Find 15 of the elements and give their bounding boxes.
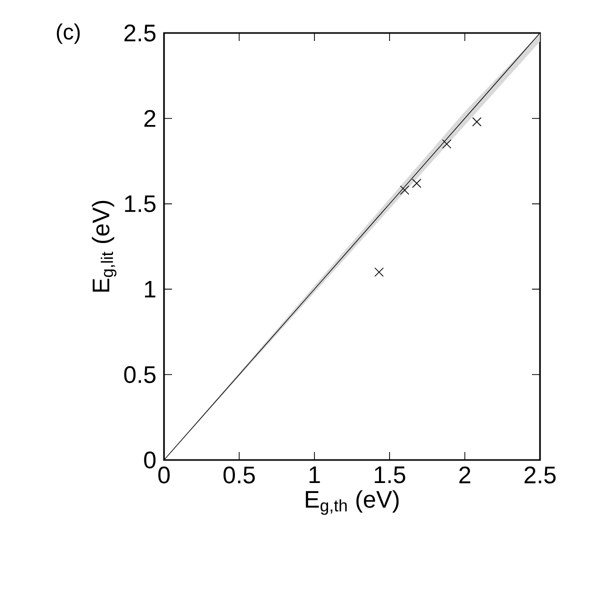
y-axis-title: E$_{g,lit}$ (eV): [92, 200, 116, 292]
x-axis-title: E$_{g,th}$ (eV): [306, 490, 399, 515]
x-tick-label: 1: [310, 466, 320, 483]
y-tick-label: 0: [144, 452, 156, 468]
x-tick-label: 2: [459, 466, 470, 484]
x-tick-label: 0: [158, 466, 170, 484]
x-tick-label: 1.5: [374, 466, 406, 484]
y-tick-label: 2.5: [124, 24, 156, 42]
x-tick-label: 0.5: [224, 466, 255, 484]
y-tick-label: 0.5: [124, 366, 156, 384]
text: (c): [56, 24, 80, 44]
y-tick-label: 1.5: [125, 195, 156, 212]
y-tick-label: 1: [145, 280, 156, 298]
y-tick-label: 2: [144, 110, 156, 127]
x-tick-label: 2.5: [524, 466, 556, 484]
